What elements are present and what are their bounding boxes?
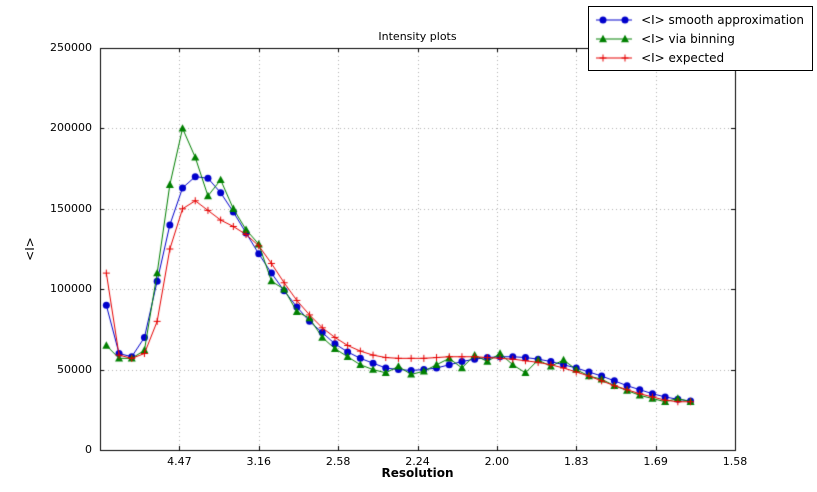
x-axis-label: Resolution — [381, 466, 454, 480]
y-tick-label: 100000 — [50, 282, 92, 296]
legend: <I> smooth approximation <I> via binning <… — [588, 6, 813, 71]
x-tick-label: 3.16 — [246, 455, 272, 468]
x-tick-label: 1.58 — [722, 455, 748, 468]
triangle-marker-sample-icon — [594, 31, 635, 46]
legend-label: <I> smooth approximation — [641, 12, 804, 27]
x-tick-label: 1.83 — [564, 455, 589, 468]
legend-label: <I> via binning — [641, 31, 735, 46]
chart-title: Intensity plots — [378, 30, 457, 43]
legend-label: <I> expected — [641, 50, 725, 65]
y-tick-label: 200000 — [50, 121, 92, 135]
x-tick-label: 4.47 — [167, 455, 192, 468]
y-tick-label: 150000 — [50, 201, 92, 215]
circle-marker-sample-icon — [594, 12, 635, 27]
y-tick-label: 0 — [85, 443, 92, 456]
x-tick-label: 2.58 — [325, 455, 351, 468]
plus-marker-sample-icon — [594, 50, 635, 65]
x-tick-label: 2.00 — [484, 455, 510, 468]
legend-items: <I> smooth approximation <I> via binning <… — [594, 10, 804, 67]
legend-item: <I> via binning — [594, 29, 804, 48]
x-tick-label: 1.69 — [643, 455, 668, 468]
x-tick-label: 2.24 — [405, 455, 430, 468]
y-tick-label: 250000 — [50, 41, 92, 54]
legend-item: <I> smooth approximation — [594, 10, 804, 29]
y-axis-label: <I> — [22, 237, 37, 261]
legend-item: <I> expected — [594, 48, 804, 67]
y-tick-label: 50000 — [57, 362, 92, 376]
